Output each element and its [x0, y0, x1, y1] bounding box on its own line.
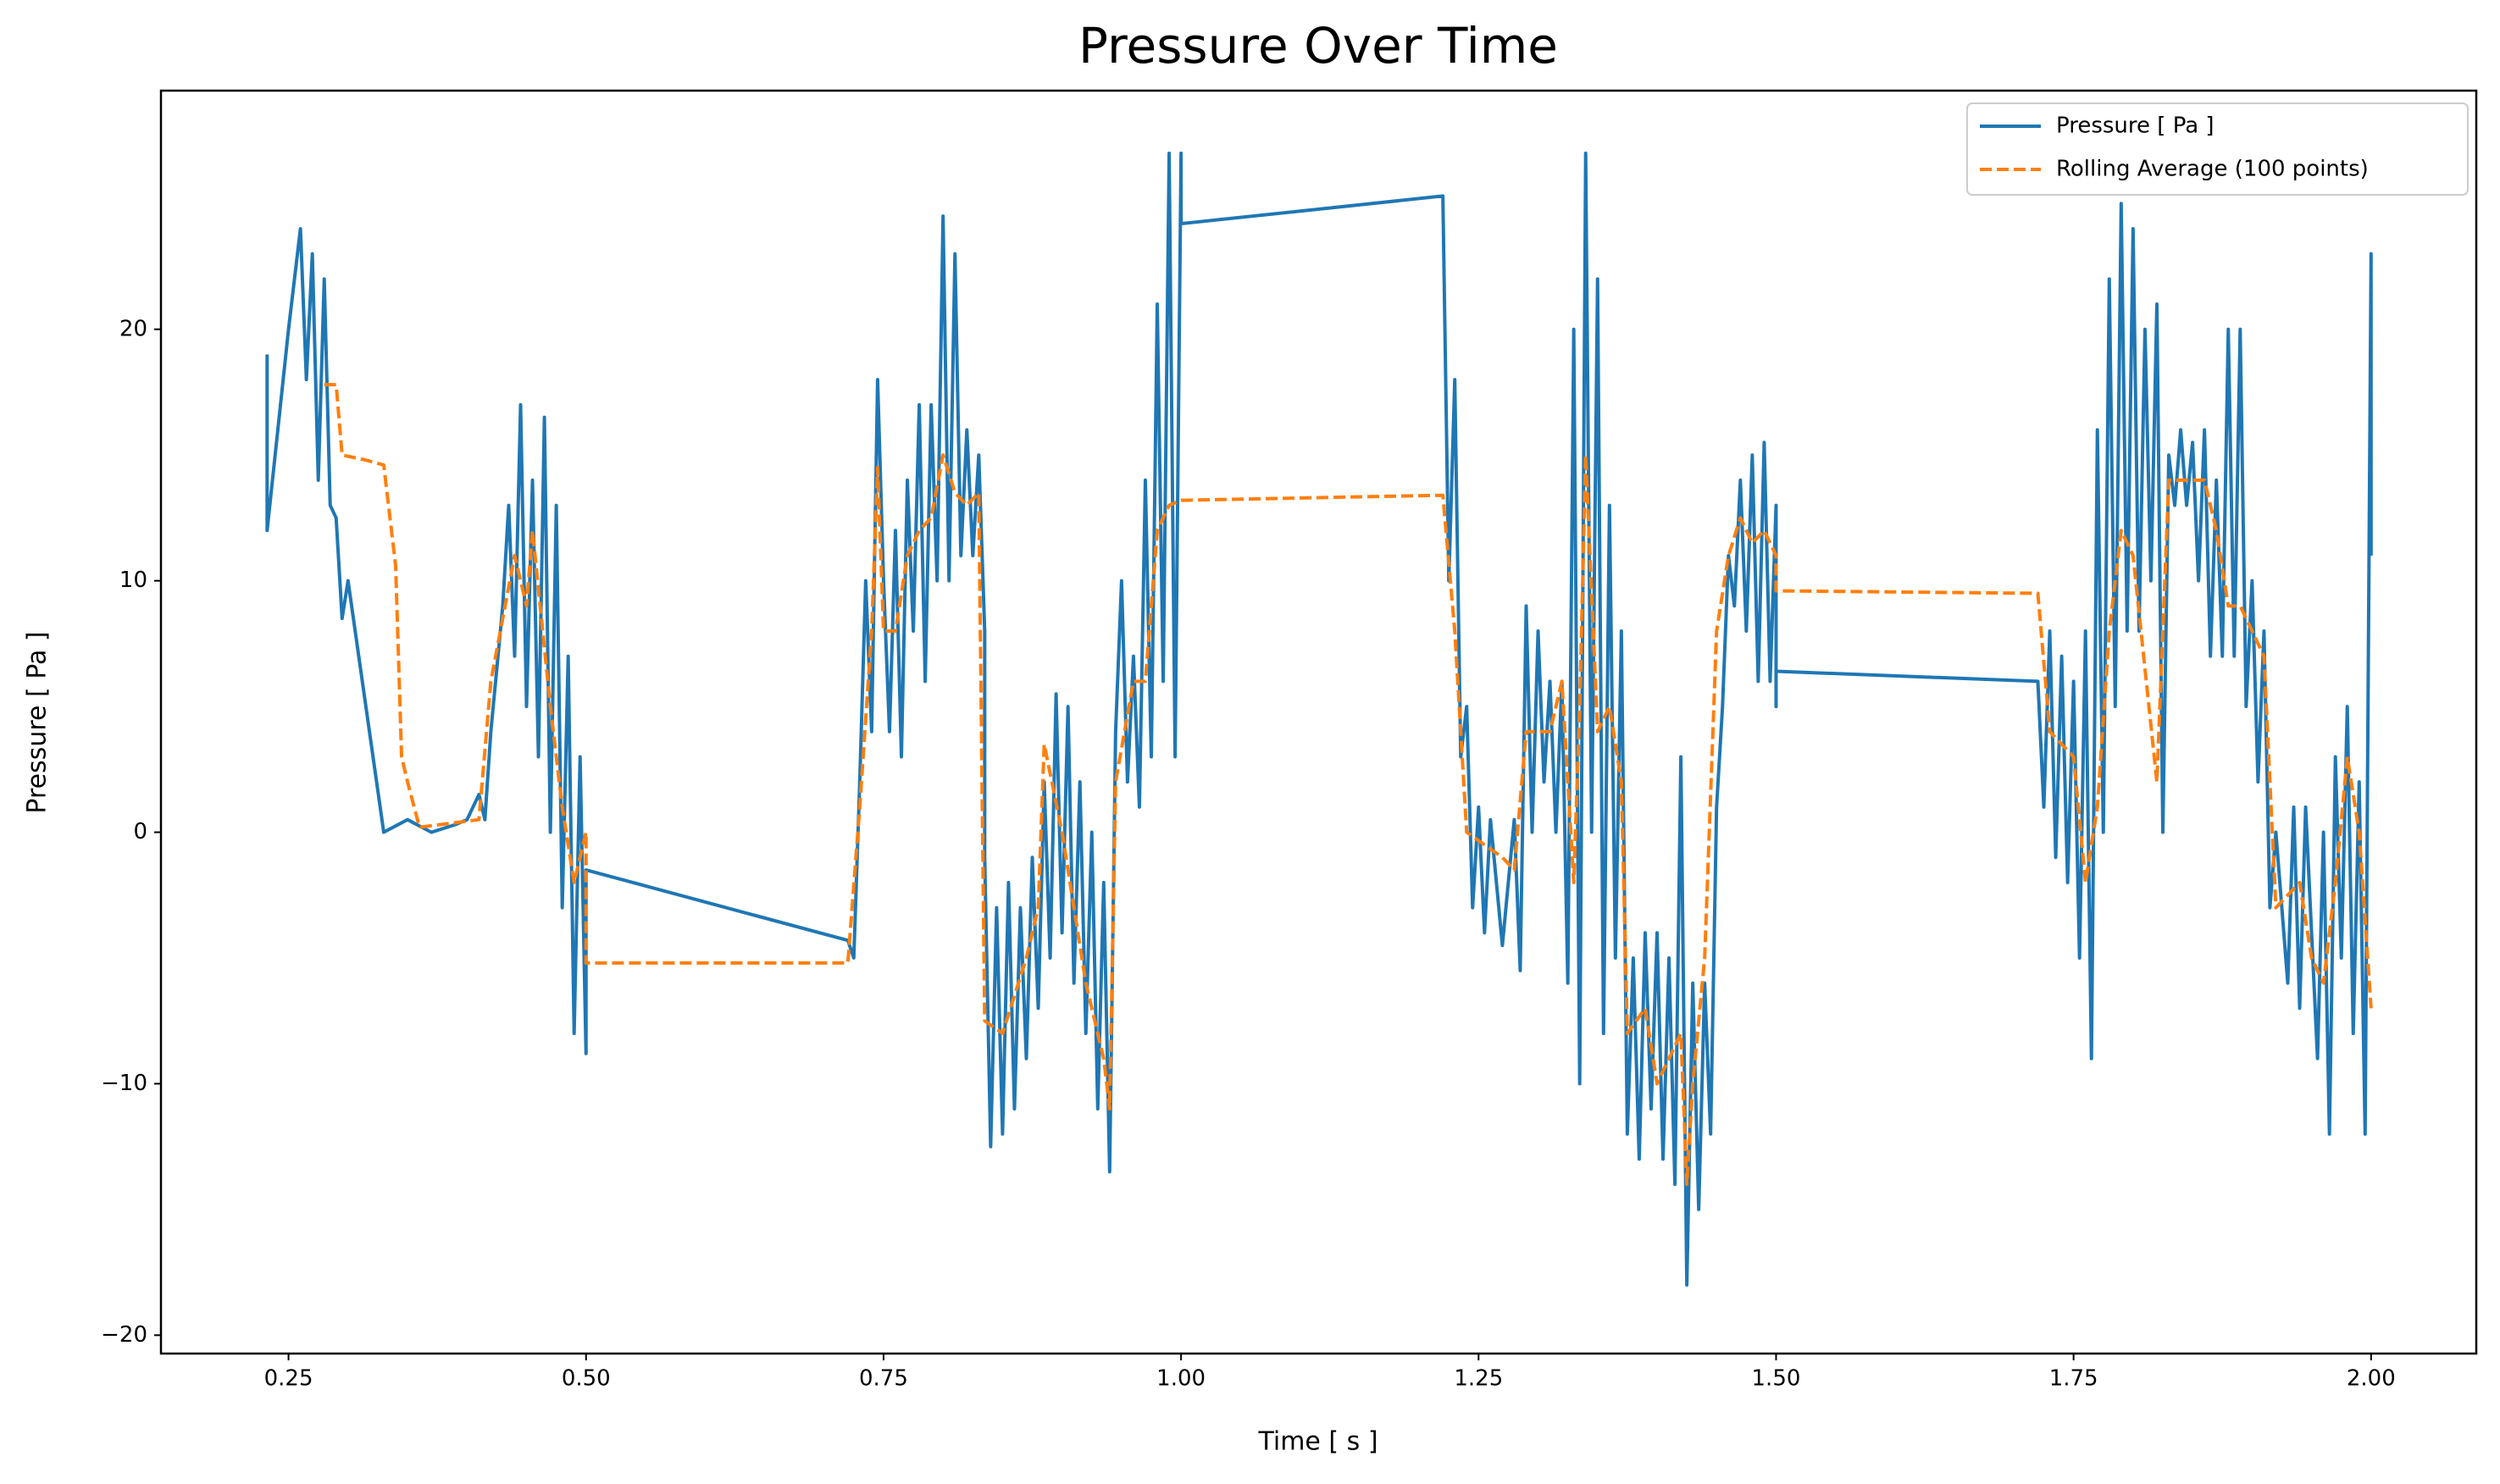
x-tick-label: 1.75	[2049, 1366, 2098, 1392]
x-tick-label: 0.75	[859, 1366, 908, 1392]
legend-label: Pressure [ Pa ]	[2056, 114, 2215, 139]
x-tick-label: 1.25	[1454, 1366, 1503, 1392]
x-axis-label: Time [ s ]	[1257, 1427, 1377, 1457]
y-tick-label: −10	[101, 1071, 147, 1096]
x-tick-label: 2.00	[2347, 1366, 2396, 1392]
y-axis-label: Pressure [ Pa ]	[23, 631, 53, 813]
series-line	[324, 383, 2373, 1187]
axes-frame	[159, 89, 2478, 1355]
y-tick-label: 20	[119, 316, 147, 341]
chart-title: Pressure Over Time	[1078, 17, 1558, 75]
x-tick-label: 1.50	[1752, 1366, 1801, 1392]
y-tick-label: −20	[101, 1322, 147, 1348]
legend: Pressure [ Pa ] Rolling Average (100 poin…	[1966, 102, 2469, 196]
x-tick-label: 0.50	[562, 1366, 611, 1392]
y-tick-label: 0	[133, 819, 147, 844]
y-tick-label: 10	[119, 568, 147, 593]
legend-box	[1966, 102, 2469, 196]
legend-label: Rolling Average (100 points)	[2056, 157, 2369, 182]
series-line	[265, 151, 2373, 1287]
plot-area	[265, 151, 2373, 1287]
x-tick-label: 0.25	[264, 1366, 313, 1392]
x-tick-label: 1.00	[1156, 1366, 1206, 1392]
